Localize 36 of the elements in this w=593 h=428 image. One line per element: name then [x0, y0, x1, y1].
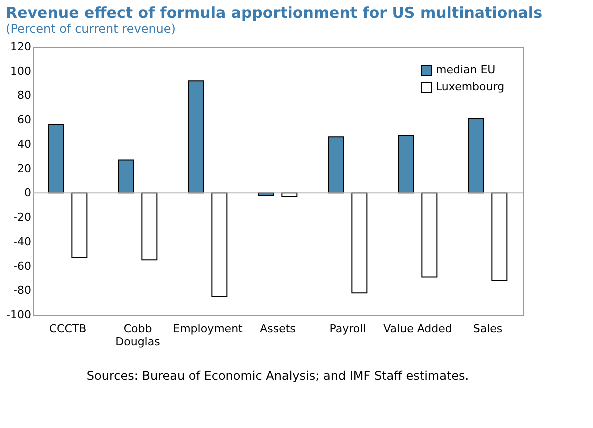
y-tick-label: 60 — [18, 114, 32, 127]
y-tick-label: 20 — [18, 162, 32, 176]
bar — [142, 192, 158, 261]
x-tick-label: CCCTB — [49, 322, 87, 336]
x-tick-label: Payroll — [330, 322, 366, 336]
y-tick-label: 0 — [24, 186, 32, 200]
y-tick-label: -100 — [6, 308, 32, 322]
bar — [422, 192, 438, 278]
y-tick-label: 40 — [18, 138, 32, 151]
y-tick-label: -20 — [14, 211, 32, 224]
y-tick-label: 80 — [18, 89, 32, 102]
legend-label: median EU — [436, 64, 496, 76]
y-tick-label: -80 — [14, 284, 32, 298]
y-tick-label: -60 — [14, 260, 32, 273]
bar — [118, 160, 134, 194]
y-tick-label: 100 — [10, 64, 32, 78]
x-tick-label: Assets — [260, 322, 296, 336]
bar — [72, 192, 88, 258]
x-tick-label: Cobb Douglas — [116, 322, 161, 348]
chart-subtitle: (Percent of current revenue) — [6, 22, 176, 36]
bar — [48, 124, 64, 194]
x-tick-label: Employment — [173, 322, 244, 336]
y-tick-label: 120 — [10, 40, 32, 54]
source-note: Sources: Bureau of Economic Analysis; and IMF Staff estimates. — [86, 369, 470, 383]
legend-label: Luxembourg — [436, 80, 505, 94]
bar — [398, 135, 414, 194]
x-tick-label: Sales — [473, 322, 503, 336]
bar — [188, 80, 204, 194]
bar — [468, 118, 484, 194]
x-tick-label: Value Added — [384, 322, 452, 336]
bar — [328, 136, 344, 194]
y-tick-label: -40 — [14, 235, 32, 248]
chart-title: Revenue effect of formula apportionment for US multinationals — [6, 4, 543, 22]
bar — [212, 192, 228, 298]
bar — [492, 192, 508, 282]
bar — [352, 192, 368, 294]
